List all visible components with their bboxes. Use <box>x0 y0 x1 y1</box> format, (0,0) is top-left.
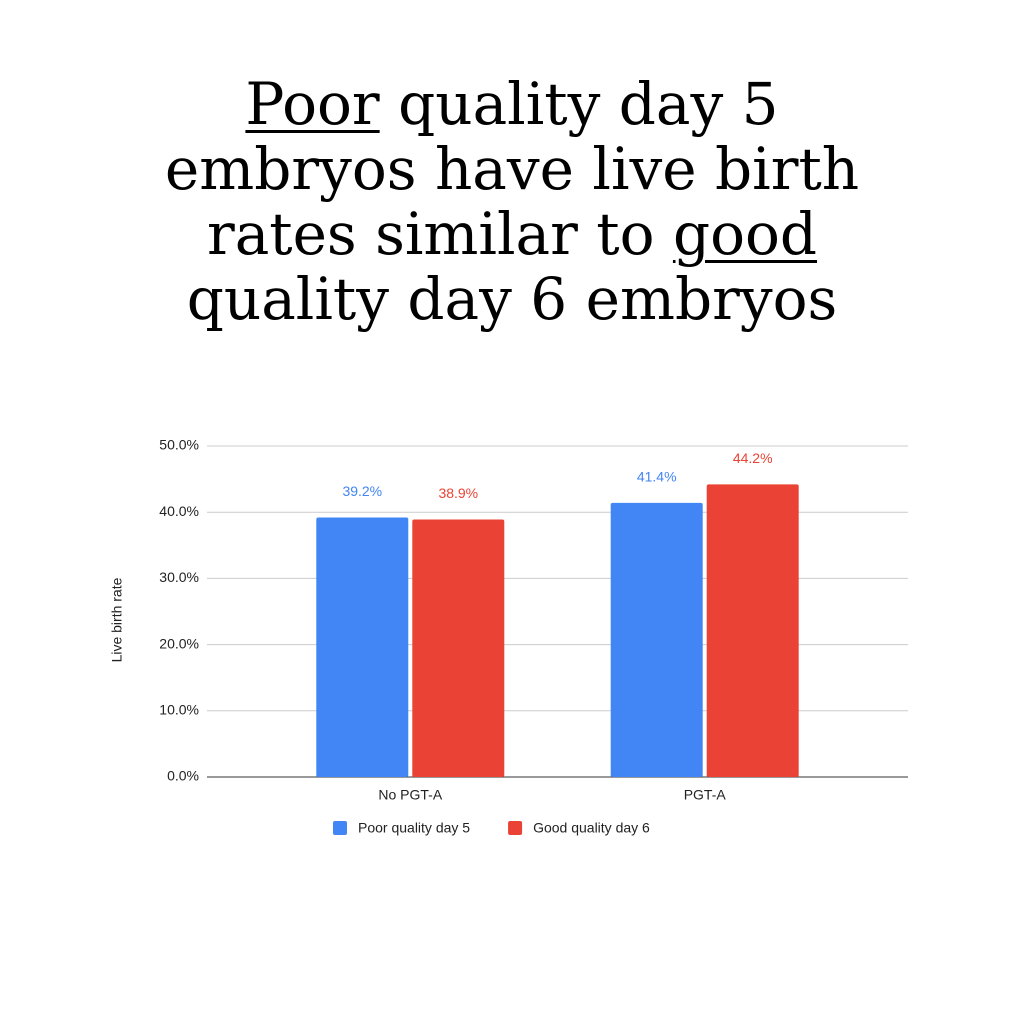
y-tick-label: 40.0% <box>159 503 199 519</box>
title-part: Poor <box>245 70 380 138</box>
legend-label: Poor quality day 5 <box>358 820 470 836</box>
title-part: quality day 6 embryos <box>186 265 838 333</box>
legend-label: Good quality day 6 <box>533 820 650 836</box>
legend-swatch <box>508 821 523 835</box>
data-label: 44.2% <box>733 450 773 466</box>
y-tick-label: 0.0% <box>167 768 199 784</box>
data-label: 39.2% <box>342 483 382 499</box>
data-label: 38.9% <box>438 485 478 501</box>
bar <box>610 502 703 777</box>
data-label: 41.4% <box>637 469 677 485</box>
x-tick-label: No PGT-A <box>378 787 442 803</box>
x-tick-label: PGT-A <box>684 787 727 803</box>
y-tick-label: 30.0% <box>159 569 199 585</box>
bar <box>706 484 799 777</box>
bar <box>412 519 505 777</box>
y-tick-label: 10.0% <box>159 702 199 718</box>
y-tick-label: 50.0% <box>159 437 199 453</box>
chart-title: Poor quality day 5 embryos have live bir… <box>150 72 874 332</box>
legend-swatch <box>333 821 347 835</box>
y-tick-label: 20.0% <box>159 635 199 651</box>
y-axis-label: Live birth rate <box>109 577 125 662</box>
title-part: good <box>672 200 818 268</box>
title-part: quality day 5 embryos have live birth ra… <box>164 70 860 268</box>
bar <box>316 517 409 777</box>
